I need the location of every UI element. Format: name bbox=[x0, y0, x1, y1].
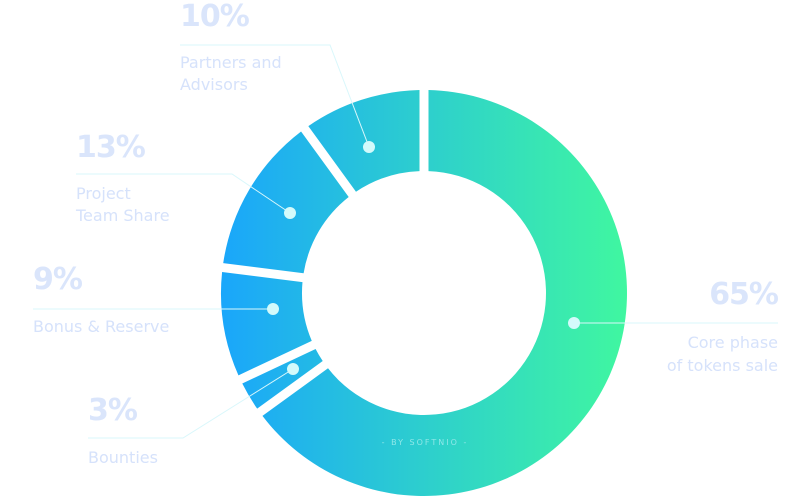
leader-line-team bbox=[76, 173, 291, 214]
slice-bonus-reserve bbox=[221, 272, 312, 376]
slice-project-team-share bbox=[223, 131, 349, 274]
slice-partners-and-advisors bbox=[308, 90, 420, 192]
dot-team bbox=[284, 207, 296, 219]
slice-bounties bbox=[242, 348, 323, 409]
value-label-core: 65% bbox=[709, 277, 779, 312]
label-team-2: Team Share bbox=[76, 206, 170, 225]
value-label-partners: 10% bbox=[180, 0, 250, 34]
label-partners-2: Advisors bbox=[180, 75, 248, 94]
dot-bounties bbox=[287, 363, 299, 375]
value-label-team: 13% bbox=[76, 130, 146, 165]
label-core-1: Core phase bbox=[687, 333, 778, 352]
dot-core bbox=[568, 317, 580, 329]
value-label-bounties: 3% bbox=[88, 393, 138, 428]
label-partners-1: Partners and bbox=[180, 53, 282, 72]
label-bounties: Bounties bbox=[88, 448, 158, 467]
leader-line-partners bbox=[180, 44, 370, 148]
slice-core-phase-of-tokens-sale bbox=[262, 90, 627, 496]
credit-text: - BY SOFTNIO - bbox=[381, 438, 469, 447]
label-bonus: Bonus & Reserve bbox=[33, 317, 170, 336]
dot-bonus bbox=[267, 303, 279, 315]
leader-line-bounties bbox=[88, 368, 294, 439]
dot-partners bbox=[363, 141, 375, 153]
label-team-1: Project bbox=[76, 184, 131, 203]
value-label-bonus: 9% bbox=[33, 262, 83, 297]
label-core-2: of tokens sale bbox=[666, 356, 778, 375]
